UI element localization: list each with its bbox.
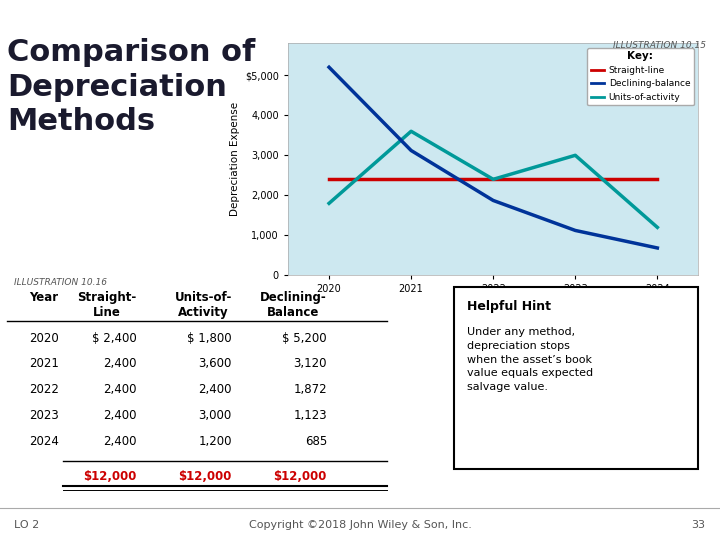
Text: 2,400: 2,400 [103,409,137,422]
Text: Helpful Hint: Helpful Hint [467,300,551,313]
X-axis label: Year: Year [482,300,505,310]
Text: Under any method,
depreciation stops
when the asset’s book
value equals expected: Under any method, depreciation stops whe… [467,327,593,392]
Text: Copyright ©2018 John Wiley & Son, Inc.: Copyright ©2018 John Wiley & Son, Inc. [248,520,472,530]
Text: $12,000: $12,000 [84,470,137,483]
Text: 1,200: 1,200 [198,435,232,448]
Text: 2023: 2023 [29,409,58,422]
Text: 1,123: 1,123 [293,409,327,422]
Text: 2024: 2024 [29,435,58,448]
Text: ILLUSTRATION 10.15: ILLUSTRATION 10.15 [613,40,706,50]
FancyBboxPatch shape [454,287,698,469]
Text: $ 5,200: $ 5,200 [282,332,327,345]
Legend: Straight-line, Declining-balance, Units-of-activity: Straight-line, Declining-balance, Units-… [587,48,694,105]
Text: 2022: 2022 [29,383,58,396]
Text: 2021: 2021 [29,357,58,370]
Text: 3,600: 3,600 [199,357,232,370]
Text: $ 1,800: $ 1,800 [187,332,232,345]
Text: Declining-
Balance: Declining- Balance [260,291,327,319]
Text: $ 2,400: $ 2,400 [92,332,137,345]
Text: 2020: 2020 [29,332,58,345]
Text: 2,400: 2,400 [198,383,232,396]
Y-axis label: Depreciation Expense: Depreciation Expense [230,102,240,217]
Text: 33: 33 [692,520,706,530]
Text: LO 2: LO 2 [14,520,40,530]
Text: ILLUSTRATION 10.16: ILLUSTRATION 10.16 [14,278,107,287]
Text: 2,400: 2,400 [103,435,137,448]
Text: $12,000: $12,000 [179,470,232,483]
Text: 2,400: 2,400 [103,357,137,370]
Text: Comparison of
Depreciation
Methods: Comparison of Depreciation Methods [7,38,256,136]
Text: 1,872: 1,872 [293,383,327,396]
Text: Units-of-
Activity: Units-of- Activity [174,291,232,319]
Text: Straight-
Line: Straight- Line [78,291,137,319]
Text: Year: Year [29,291,58,303]
Text: 685: 685 [305,435,327,448]
Text: 3,120: 3,120 [293,357,327,370]
Text: 3,000: 3,000 [199,409,232,422]
Text: $12,000: $12,000 [274,470,327,483]
Text: 2,400: 2,400 [103,383,137,396]
